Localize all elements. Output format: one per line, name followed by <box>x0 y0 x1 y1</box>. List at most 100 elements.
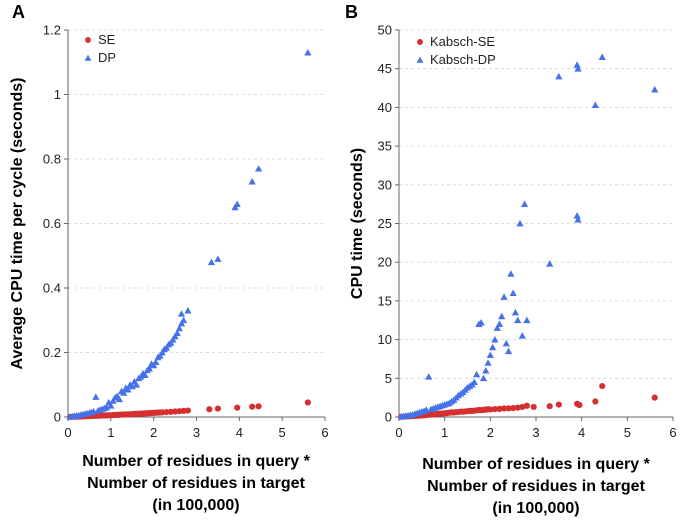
y-tick-label: 20 <box>378 255 392 270</box>
y-tick-label: 0.8 <box>43 152 61 167</box>
data-point-triangle <box>132 381 141 388</box>
x-tick-label: 4 <box>236 425 243 440</box>
data-point-circle <box>249 403 256 410</box>
data-point-triangle <box>477 318 485 326</box>
y-axis-title: Average CPU time per cycle (seconds) <box>9 78 26 370</box>
y-tick-label: 25 <box>378 216 392 231</box>
x-axis-title-line: (in 100,000) <box>492 500 579 517</box>
data-point-triangle <box>482 366 490 374</box>
x-tick-label: 1 <box>441 425 448 440</box>
data-point-circle <box>514 404 521 411</box>
data-point-triangle <box>248 177 256 185</box>
x-axis-title-line: Number of residues in query * <box>422 456 650 473</box>
data-point-triangle <box>255 165 263 172</box>
x-tick-label: 5 <box>624 425 631 440</box>
x-axis-title-line: (in 100,000) <box>152 497 239 514</box>
legend-label: SE <box>98 32 116 47</box>
data-point-triangle <box>573 212 581 219</box>
data-point-triangle <box>651 85 659 93</box>
legend-label: DP <box>98 50 116 65</box>
data-point-triangle <box>425 373 433 380</box>
data-point-circle <box>592 398 599 405</box>
data-point-circle <box>184 407 192 414</box>
data-point-triangle <box>518 332 526 339</box>
y-tick-label: 0.6 <box>43 216 61 231</box>
data-point-circle <box>491 406 498 413</box>
data-point-triangle <box>514 316 522 324</box>
data-point-triangle <box>574 65 582 72</box>
data-point-triangle <box>520 200 529 208</box>
data-point-circle <box>651 394 658 401</box>
y-tick-label: 15 <box>378 293 392 308</box>
data-point-triangle <box>152 358 160 366</box>
data-point-triangle <box>591 101 599 108</box>
data-point-circle <box>546 403 553 410</box>
series-kabsch-se <box>398 382 658 420</box>
data-point-triangle <box>177 310 186 317</box>
data-point-circle <box>496 405 503 412</box>
data-point-triangle <box>573 61 581 68</box>
x-tick-label: 3 <box>532 425 539 440</box>
legend-marker <box>85 37 91 43</box>
y-tick-label: 50 <box>378 23 392 38</box>
data-point-triangle <box>175 324 183 332</box>
data-point-triangle <box>523 316 531 324</box>
x-tick-label: 5 <box>279 425 286 440</box>
data-point-triangle <box>92 393 100 400</box>
data-point-triangle <box>491 336 499 343</box>
y-tick-label: 0.4 <box>43 281 61 296</box>
y-tick-label: 30 <box>378 177 392 192</box>
panel-label: A <box>12 2 25 22</box>
y-tick-label: 0 <box>54 410 61 425</box>
data-point-circle <box>505 405 512 412</box>
data-point-circle <box>576 401 583 409</box>
y-tick-label: 35 <box>378 139 392 154</box>
data-point-triangle <box>555 72 563 80</box>
data-point-circle <box>555 401 562 408</box>
data-point-triangle <box>486 351 494 358</box>
y-tick-label: 40 <box>378 100 392 115</box>
data-point-triangle <box>207 258 216 266</box>
y-tick-label: 0 <box>385 410 392 425</box>
legend-marker <box>416 56 424 63</box>
y-tick-label: 5 <box>385 371 392 386</box>
data-point-triangle <box>489 343 497 351</box>
data-point-triangle <box>546 260 554 267</box>
data-point-circle <box>206 406 213 413</box>
legend-marker <box>84 54 92 61</box>
data-point-circle <box>214 405 222 412</box>
x-tick-label: 1 <box>107 425 114 440</box>
data-point-triangle <box>115 395 123 403</box>
data-point-circle <box>304 399 311 406</box>
x-tick-label: 0 <box>395 425 402 440</box>
data-point-triangle <box>498 312 506 320</box>
data-point-triangle <box>516 219 524 227</box>
data-point-triangle <box>502 339 510 347</box>
data-point-triangle <box>470 378 478 386</box>
x-tick-label: 6 <box>321 425 328 440</box>
legend-label: Kabsch-DP <box>430 52 496 67</box>
panel-a: 0 0.2 0.4 0.6 0.8 1 1.2 0 1 2 3 4 5 6 SE DP Average CPU … <box>9 2 329 514</box>
data-point-circle <box>599 382 606 390</box>
data-point-circle <box>234 404 241 411</box>
x-tick-label: 0 <box>64 425 71 440</box>
data-point-circle <box>510 404 517 412</box>
data-point-triangle <box>509 289 517 297</box>
y-tick-label: 45 <box>378 61 392 76</box>
data-point-triangle <box>214 255 222 262</box>
data-point-circle <box>487 406 494 413</box>
x-tick-label: 2 <box>487 425 494 440</box>
y-tick-label: 1.2 <box>43 23 61 38</box>
data-point-circle <box>255 403 262 410</box>
y-axis-title: CPU time (seconds) <box>349 148 366 299</box>
data-point-triangle <box>120 389 128 396</box>
series-kabsch-dp <box>397 53 659 420</box>
data-point-triangle <box>505 347 513 355</box>
legend: SE DP <box>84 32 116 65</box>
y-tick-label: 0.2 <box>43 345 61 360</box>
series-dp <box>66 48 312 420</box>
data-point-triangle <box>479 374 488 382</box>
